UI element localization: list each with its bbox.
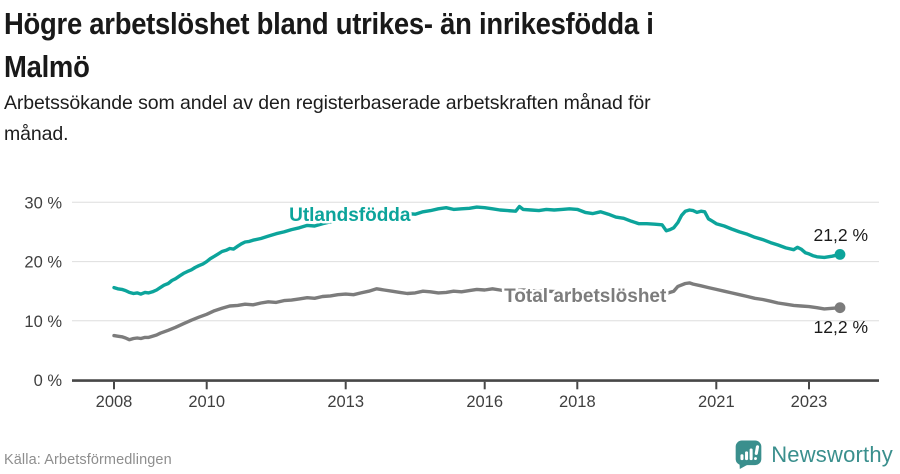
logo-exclamation [754,445,760,461]
series-end-dot-total-arbetsloshet [834,302,846,314]
series-line-utlandsfodda [112,204,842,296]
logo-bubble-tail [739,464,749,469]
newsworthy-logo: Newsworthy [735,440,893,469]
page-title-line2: Malmö [4,49,90,84]
newsworthy-logo-icon [735,440,762,469]
y-axis-tick-label: 10 % [24,313,62,331]
y-axis-tick-label: 20 % [24,254,62,272]
series-end-value-total-arbetsloshet: 12,2 % [814,317,868,337]
x-axis-tick-label: 2023 [791,393,828,411]
logo-bar-2 [745,451,749,461]
logo-bar-1 [740,454,744,461]
newsworthy-logo-text: Newsworthy [771,441,893,467]
series-end-dot-utlandsfodda [834,249,846,260]
page-subtitle: Arbetssökande som andel av den registerb… [4,88,651,150]
page-subtitle-line1: Arbetssökande som andel av den registerb… [4,92,651,114]
logo-bar-3 [749,448,753,461]
y-axis-tick-label: 30 % [24,194,62,212]
series-label-utlandsfodda: Utlandsfödda [289,205,411,226]
series-end-value-utlandsfodda: 21,2 % [814,225,868,245]
source-attribution: Källa: Arbetsförmedlingen [4,452,172,468]
x-axis-tick-label: 2018 [559,393,596,411]
page-subtitle-line2: månad. [4,123,69,145]
x-axis-tick-label: 2008 [96,393,133,411]
series-line-total-arbetsloshet [112,281,842,342]
x-axis-tick-label: 2010 [188,393,225,411]
x-axis-tick-label: 2021 [698,393,735,411]
x-axis-tick-label: 2013 [327,393,364,411]
page-title-line1: Högre arbetslöshet bland utrikes- än inr… [4,6,654,41]
x-axis-tick-label: 2016 [466,393,503,411]
page-title: Högre arbetslöshet bland utrikes- än inr… [4,2,738,88]
y-axis-tick-label: 0 % [34,372,63,390]
series-label-total-arbetsloshet: Total arbetslöshet [504,286,667,307]
